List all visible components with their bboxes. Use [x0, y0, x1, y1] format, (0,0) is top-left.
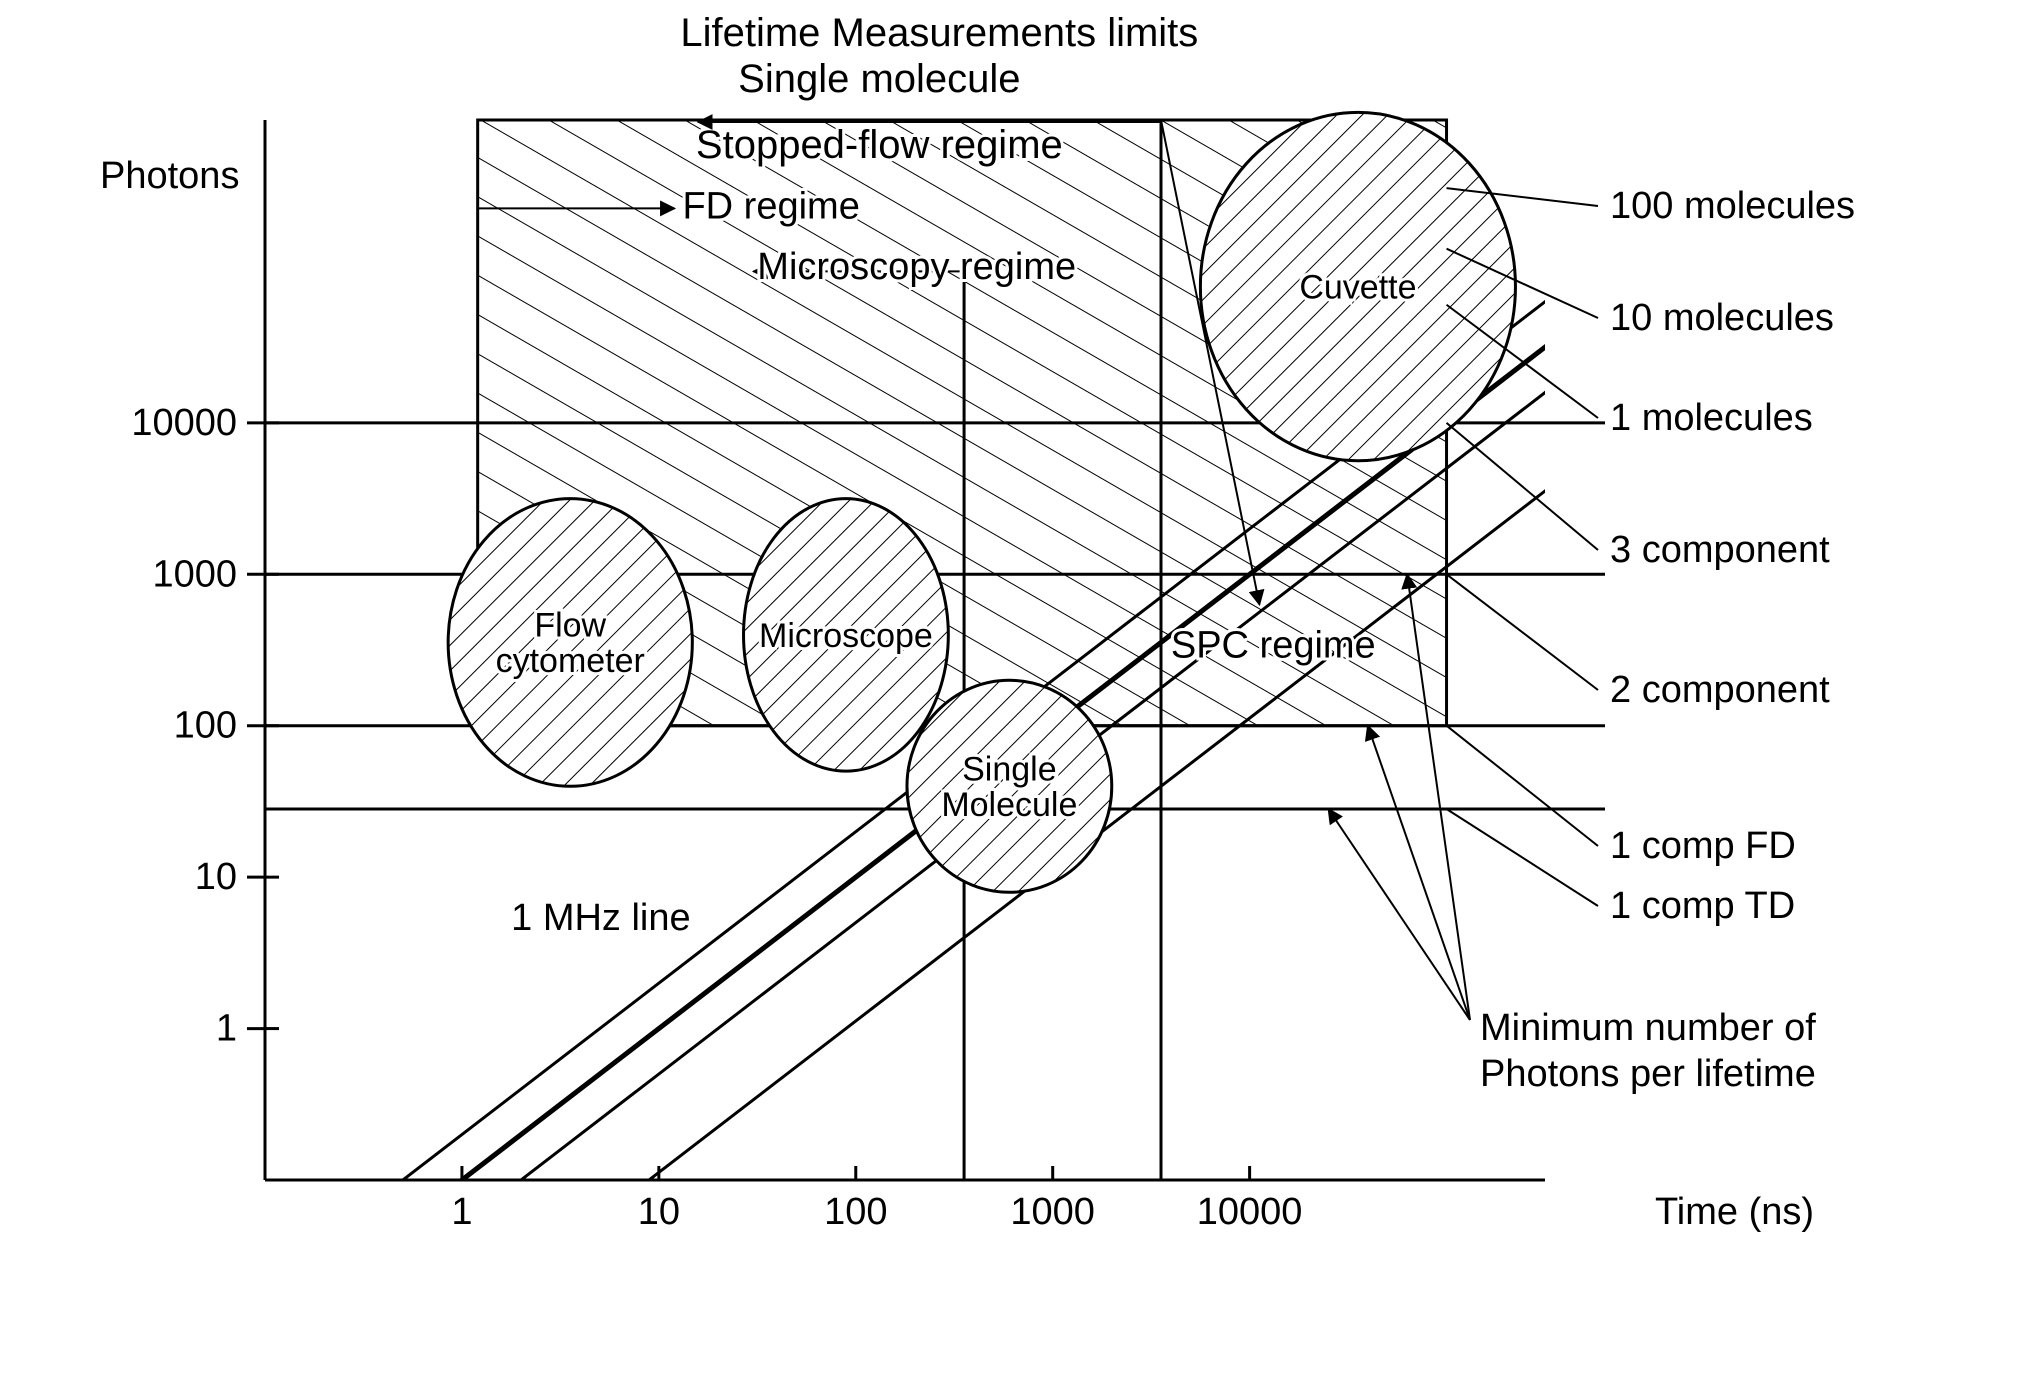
y-tick-label: 10000 — [131, 402, 237, 444]
x-tick-label: 10000 — [1197, 1191, 1303, 1233]
callout-label: 100 molecules — [1610, 185, 1855, 227]
x-tick-label: 1000 — [1010, 1191, 1095, 1233]
region-label: Microscopy regime — [757, 246, 1076, 288]
ellipse-label-single-molecule: Single — [962, 750, 1057, 788]
x-axis-label: Time (ns) — [1655, 1191, 1814, 1233]
y-tick-label: 10 — [195, 856, 237, 898]
y-tick-label: 100 — [174, 705, 237, 747]
region-label: 1 MHz line — [511, 897, 690, 939]
y-tick-label: 1 — [216, 1008, 237, 1050]
x-tick-label: 10 — [638, 1191, 680, 1233]
ellipse-label-microscope: Microscope — [759, 617, 933, 655]
callout-label: 1 molecules — [1610, 397, 1813, 439]
x-tick-label: 1 — [451, 1191, 472, 1233]
callout-label: 3 component — [1610, 529, 1830, 571]
y-tick-label: 1000 — [152, 553, 237, 595]
ellipse-label-single-molecule: Molecule — [941, 786, 1077, 824]
region-label: FD regime — [682, 185, 859, 227]
callout-label: 1 comp FD — [1610, 825, 1796, 867]
region-label: SPC regime — [1171, 625, 1376, 667]
title-line-2: Single molecule — [738, 57, 1020, 101]
x-tick-label: 100 — [824, 1191, 887, 1233]
lifetime-measurements-chart: Flowcytometer Microscope SingleMolecule Cuv… — [0, 0, 2039, 1389]
callout-label: 2 component — [1610, 669, 1830, 711]
stopped-flow-label: Stopped-flow regime — [696, 123, 1063, 167]
callout-label: 10 molecules — [1610, 297, 1834, 339]
ellipse-label-flow-cytometer: Flow — [534, 606, 606, 644]
min-photons-label-2: Photons per lifetime — [1480, 1053, 1816, 1095]
min-photons-label-1: Minimum number of — [1480, 1007, 1816, 1049]
title-line-1: Lifetime Measurements limits — [680, 11, 1198, 55]
callout-label: 1 comp TD — [1610, 885, 1795, 927]
ellipse-label-flow-cytometer: cytometer — [496, 642, 645, 680]
ellipse-label-cuvette: Cuvette — [1299, 268, 1416, 306]
y-axis-label: Photons — [100, 155, 239, 197]
